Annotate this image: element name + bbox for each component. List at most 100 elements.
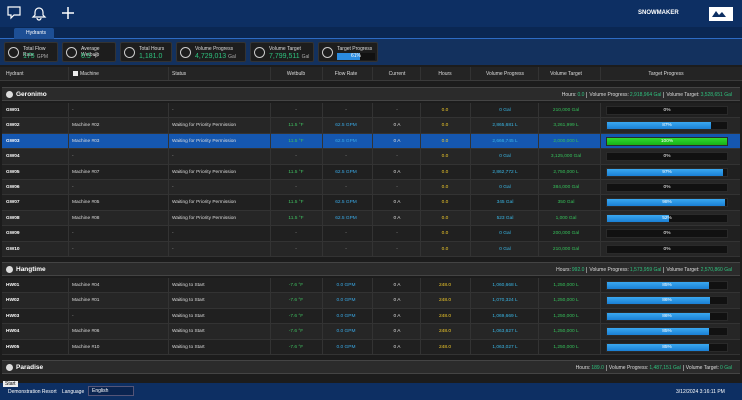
summary-label: Volume Progress: — [589, 92, 629, 98]
column-header[interactable]: Target Progress — [648, 71, 684, 77]
cell-hydrant: GW05 — [6, 169, 20, 175]
column-header[interactable]: Flow Rate — [334, 71, 358, 77]
column-separator — [470, 324, 471, 339]
column-separator — [600, 103, 601, 118]
toolbar-icons[interactable] — [6, 5, 76, 21]
cell-flow: - — [345, 154, 347, 160]
kpi-card: Total Hours 1,181.0 — [120, 42, 172, 62]
progress-fill — [607, 168, 724, 176]
table-row[interactable]: GW04 - - - - - 0.0 0 Gal 3,125,000 Gal 0% — [2, 149, 740, 165]
table-row[interactable]: HW05 Machine #10 Waiting to Start -7.6 °F 0.… — [2, 339, 740, 355]
table-row[interactable]: HW02 Machine #01 Waiting to Start -7.6 °F 0.… — [2, 293, 740, 309]
column-separator — [600, 133, 601, 149]
cell-status: - — [172, 231, 174, 237]
tab[interactable]: Hydrants — [14, 28, 55, 39]
resort-name: Demonstration Resort — [8, 389, 57, 395]
summary-label: Volume Progress: — [608, 365, 649, 371]
table-row[interactable]: GW08 Machine #08 Waiting for Priority Perm… — [2, 210, 740, 227]
summary-item: Volume Target:3,528,651 Gal — [663, 92, 734, 98]
table-row[interactable]: GW10 - - - - - 0.0 0 Gal 210,000 Gal 0% — [2, 241, 740, 257]
group-toggle[interactable] — [6, 91, 13, 98]
table-row[interactable]: GW07 Machine #05 Waiting for Priority Perm… — [2, 195, 740, 211]
cell-status: - — [172, 154, 174, 160]
cell-volume-target: 3,261,999 L — [553, 123, 579, 129]
cell-current: - — [396, 231, 398, 237]
cell-machine: Machine #03 — [72, 138, 100, 144]
column-separator — [270, 149, 271, 164]
group-header[interactable]: Geronimo Hours:0.0 Volume Progress:2,918,9… — [2, 87, 740, 101]
table-row[interactable]: HW01 Machine #04 Waiting to Start -7.6 °F 0.… — [2, 278, 740, 294]
column-separator — [538, 278, 539, 293]
cell-flow: 0.0 GPM — [336, 298, 356, 304]
column-separator — [372, 180, 373, 195]
column-separator — [270, 226, 271, 241]
column-separator — [538, 195, 539, 210]
progress-fill — [607, 122, 712, 130]
table-row[interactable]: HW03 - Waiting to Start -7.6 °F 0.0 GPM 0 A 24… — [2, 308, 740, 325]
kpi-progress: 61% — [337, 53, 375, 60]
cell-volume-progress: 2,865,681 L — [492, 123, 518, 129]
cell-machine: Machine #05 — [72, 200, 100, 206]
column-header[interactable]: Status — [172, 71, 187, 77]
table-row[interactable]: GW09 - - - - - 0.0 0 Gal 200,000 Gal 0% — [2, 226, 740, 242]
cell-hours: 0.0 — [441, 108, 449, 113]
group-header[interactable]: Paradise Hours:189.0 Volume Progress:1,487… — [2, 360, 740, 374]
cell-hydrant: GW06 — [6, 185, 20, 190]
table-row[interactable]: GW06 - - - - - 0.0 0 Gal 384,000 Gal 0% — [2, 180, 740, 196]
progress-fill — [607, 297, 711, 305]
user-name[interactable]: SNOWMAKER — [638, 10, 679, 16]
column-separator — [470, 195, 471, 210]
table-row[interactable]: GW05 Machine #07 Waiting for Priority Perm… — [2, 164, 740, 180]
group-toggle[interactable] — [6, 364, 13, 371]
language-select[interactable]: English — [88, 386, 134, 396]
cell-hours: 0.0 — [441, 185, 449, 190]
summary-value: 0.0 — [577, 92, 585, 98]
table-row[interactable]: GW01 - - - - - 0.0 0 Gal 210,000 Gal 0% — [2, 103, 740, 119]
cell-volume-progress: 0 Gal — [499, 154, 511, 160]
kpi-label: Average Wetbulb — [81, 46, 100, 58]
progress-bar: 100% — [606, 136, 728, 146]
table-row[interactable]: HW04 Machine #06 Waiting to Start -7.6 °F 0.… — [2, 324, 740, 340]
cell-volume-target: 200,000 Gal — [552, 231, 580, 237]
column-separator — [68, 118, 69, 133]
column-separator — [372, 278, 373, 293]
tab-bar: Hydrants — [0, 27, 742, 39]
column-header[interactable]: Hours — [438, 71, 452, 77]
cell-status: Waiting to Start — [172, 344, 205, 350]
column-header[interactable]: Machine — [80, 71, 99, 77]
kpi-value: 6.5 °F — [81, 53, 98, 60]
progress-label: 97% — [662, 169, 672, 175]
column-separator — [270, 339, 271, 354]
column-separator — [600, 324, 601, 339]
column-header[interactable]: Volume Target — [550, 71, 582, 77]
table-row[interactable]: GW02 Machine #02 Waiting for Priority Perm… — [2, 118, 740, 134]
column-separator — [168, 324, 169, 339]
select-all-checkbox[interactable] — [73, 71, 78, 76]
column-separator — [470, 133, 471, 149]
column-header[interactable]: Current — [388, 71, 406, 77]
start-tooltip: Start — [3, 381, 18, 387]
cell-flow: 0.0 GPM — [336, 283, 356, 288]
table-row[interactable]: GW03 Machine #03 Waiting for Priority Perm… — [2, 133, 740, 150]
cell-wetbulb: -7.6 °F — [288, 298, 304, 304]
column-separator — [270, 67, 271, 80]
column-separator — [168, 118, 169, 133]
column-separator — [538, 164, 539, 179]
column-separator — [600, 149, 601, 164]
cell-status: - — [172, 246, 174, 252]
cell-volume-progress: 523 Gal — [496, 215, 514, 221]
progress-label: 0% — [663, 185, 671, 190]
progress-label: 86% — [662, 298, 672, 304]
column-separator — [68, 67, 69, 80]
column-header[interactable]: Hydrant — [6, 71, 24, 77]
column-header[interactable]: Wetbulb — [286, 71, 306, 77]
cell-volume-progress: 1,070,324 L — [492, 298, 518, 304]
column-separator — [168, 103, 169, 118]
group-header[interactable]: Hangtime Hours:992.0 Volume Progress:1,573… — [2, 262, 740, 276]
summary-item: Volume Progress:1,487,151 Gal — [605, 365, 683, 371]
column-separator — [538, 226, 539, 241]
group-toggle[interactable] — [6, 266, 13, 273]
progress-label: 86% — [662, 313, 672, 319]
column-header[interactable]: Volume Progress — [485, 71, 525, 77]
group-name: Paradise — [16, 364, 44, 371]
